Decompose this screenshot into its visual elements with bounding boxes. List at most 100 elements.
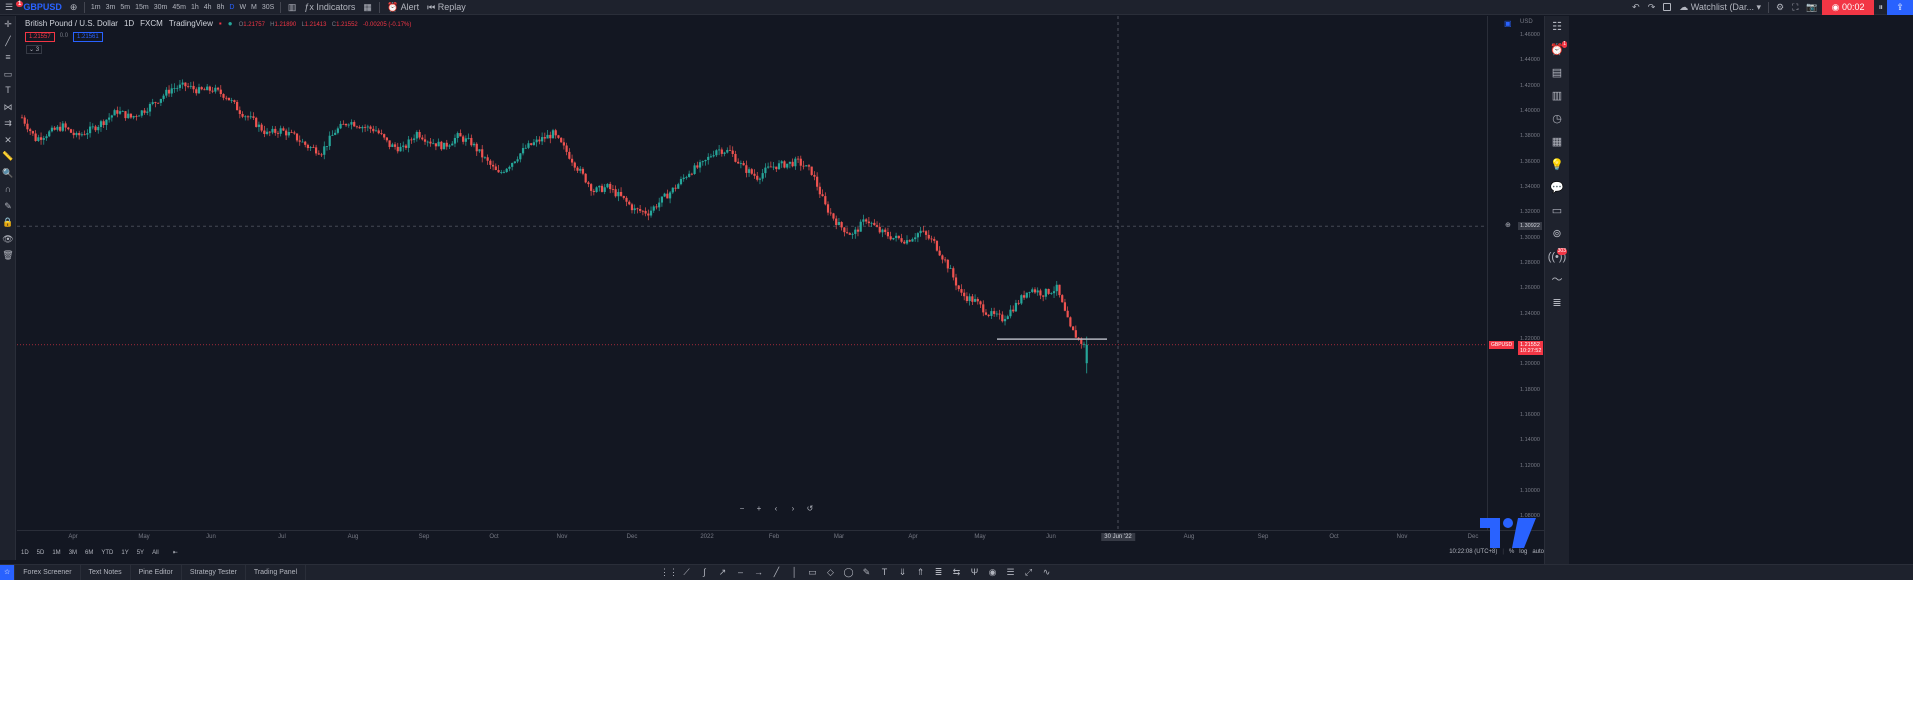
order-panel-icon[interactable]: ≣ <box>1552 297 1562 309</box>
ticker-icon[interactable]: 〜 <box>1551 274 1563 286</box>
redo-icon[interactable]: ↷ <box>1647 1 1656 12</box>
clock-icon[interactable]: ◷ <box>1552 113 1562 125</box>
panel-tab-forex-screener[interactable]: Forex Screener <box>15 564 81 581</box>
clock-label[interactable]: 10:22:08 (UTC+8) <box>1449 549 1498 555</box>
currency-label[interactable]: USD <box>1520 19 1533 25</box>
indicators-collapse-button[interactable]: ⌄ 3 <box>26 45 43 54</box>
streams-icon[interactable]: ⊚ <box>1552 228 1562 240</box>
marker-tool-icon[interactable]: ◉ <box>988 566 997 577</box>
compare-icon[interactable]: ▣ <box>1504 19 1512 28</box>
scroll-left-icon[interactable]: ‹ <box>774 504 778 513</box>
channel-tool-icon[interactable]: ⇆ <box>952 566 961 577</box>
chart-pane[interactable] <box>17 16 1487 530</box>
chart-type-icon[interactable]: ▥ <box>287 1 297 12</box>
candlestick-chart[interactable] <box>17 16 1487 530</box>
interval-5m[interactable]: 5m <box>120 3 131 11</box>
interval-8h[interactable]: 8h <box>216 3 225 11</box>
interval-30s[interactable]: 30S <box>261 3 275 11</box>
hline-tool-icon[interactable]: – <box>737 567 743 577</box>
pattern-icon[interactable]: ⋈ <box>3 101 13 112</box>
eye-icon[interactable]: 👁 <box>2 233 14 244</box>
indicators-button[interactable]: ƒx Indicators <box>300 0 359 15</box>
log-toggle[interactable]: log <box>1519 549 1528 555</box>
reset-chart-icon[interactable]: ↺ <box>806 504 814 513</box>
diamond-tool-icon[interactable]: ◇ <box>827 566 834 577</box>
prediction-icon[interactable]: ⇉ <box>4 118 12 128</box>
menu-icon[interactable]: ☰ <box>4 1 14 12</box>
sell-price[interactable]: 1.21557 <box>25 32 55 42</box>
undo-icon[interactable]: ↶ <box>1632 1 1640 12</box>
interval-30m[interactable]: 30m <box>153 3 168 11</box>
panel-toggle-icon[interactable]: ☆ <box>0 564 16 581</box>
vline-tool-icon[interactable]: │ <box>791 567 798 577</box>
interval-1m[interactable]: 1m <box>90 3 101 11</box>
range-1d[interactable]: 1D <box>21 549 29 556</box>
panel-tab-trading-panel[interactable]: Trading Panel <box>246 564 307 581</box>
auto-toggle[interactable]: auto <box>1532 549 1544 555</box>
data-window-icon[interactable]: ▤ <box>1551 67 1563 79</box>
lock-icon[interactable]: 🔒 <box>2 217 14 227</box>
measure-tool-icon[interactable]: ⤢ <box>1024 566 1033 577</box>
alerts-icon[interactable]: ⏰ 1 <box>1550 41 1567 56</box>
trend-tool-icon[interactable]: ╱ <box>773 566 780 577</box>
calendar-icon[interactable]: ▦ <box>1551 136 1563 148</box>
hray-tool-icon[interactable]: → <box>754 567 763 577</box>
zoom-icon[interactable]: 🔍 <box>2 167 14 178</box>
range-1m[interactable]: 1M <box>52 549 61 556</box>
trendline-icon[interactable]: ╱ <box>5 35 11 46</box>
percent-toggle[interactable]: % <box>1508 549 1515 555</box>
time-axis[interactable]: Apr May Jun Jul Aug Sep Oct Nov Dec 2022 Feb Mar Apr… <box>17 530 1544 544</box>
magnet-icon[interactable]: ∩ <box>4 184 12 194</box>
ruler-tool-icon[interactable]: ☰ <box>1006 566 1015 577</box>
chat-icon[interactable]: 💬 <box>1550 182 1564 194</box>
goto-date-icon[interactable]: ⇤ <box>172 550 178 556</box>
curve-tool-icon[interactable]: ∫ <box>703 567 706 577</box>
crosshair-icon[interactable]: ✛ <box>4 19 12 29</box>
symbol-search-button[interactable]: 1 GBPUSD <box>16 0 66 15</box>
text-icon[interactable]: T <box>5 85 11 95</box>
trash-icon[interactable]: 🗑 <box>2 250 14 260</box>
interval-w[interactable]: W <box>239 3 247 11</box>
templates-icon[interactable]: ▦ <box>363 1 372 12</box>
price-axis[interactable]: USD ▣ 1.46000 1.44000 1.42000 1.40000 1.3800… <box>1487 16 1544 530</box>
fib-tool-icon[interactable]: ≣ <box>934 566 943 577</box>
hotlist-icon[interactable]: ▥ <box>1551 90 1563 102</box>
range-5d[interactable]: 5D <box>36 549 45 556</box>
range-all[interactable]: All <box>152 549 159 556</box>
line-tool-icon[interactable]: ⟋ <box>683 566 690 577</box>
pitchfork-tool-icon[interactable]: Ψ <box>970 567 979 577</box>
replay-button[interactable]: ⏮ Replay <box>423 0 470 15</box>
fib-icon[interactable]: ≡ <box>5 52 11 62</box>
fullscreen-icon[interactable]: ⛶ <box>1792 1 1799 12</box>
ray-tool-icon[interactable]: ↗ <box>718 566 727 577</box>
brush-tool-icon[interactable]: ✎ <box>862 566 871 577</box>
range-ytd[interactable]: YTD <box>101 549 114 556</box>
interval-45m[interactable]: 45m <box>172 3 186 11</box>
text-tool-icon[interactable]: T <box>881 567 888 577</box>
interval-4h[interactable]: 4h <box>203 3 212 11</box>
range-1y[interactable]: 1Y <box>121 549 129 556</box>
rectangle-icon[interactable]: ▭ <box>3 68 13 79</box>
zoom-in-icon[interactable]: + <box>756 504 762 513</box>
layout-icon[interactable] <box>1659 0 1675 15</box>
settings-icon[interactable]: ⚙ <box>1775 1 1785 12</box>
grip-icon[interactable]: ⋮⋮ <box>660 566 678 577</box>
panel-tab-text-notes[interactable]: Text Notes <box>81 564 131 581</box>
broadcast-icon[interactable]: ((•)) 303 <box>1547 248 1567 263</box>
alert-button[interactable]: ⏰ Alert <box>383 0 423 15</box>
arrow-down-tool-icon[interactable]: ⇓ <box>898 566 907 577</box>
interval-m[interactable]: M <box>251 3 257 11</box>
scroll-right-icon[interactable]: › <box>791 504 795 513</box>
arrow-up-tool-icon[interactable]: ⇑ <box>916 566 925 577</box>
range-5y[interactable]: 5Y <box>136 549 145 556</box>
interval-d[interactable]: D <box>229 3 235 11</box>
wave-tool-icon[interactable]: ∿ <box>1042 566 1051 577</box>
watchlist-button[interactable]: ☁ Watchlist (Dar... ▾ <box>1679 1 1761 13</box>
remove-icon[interactable]: ✕ <box>4 134 12 145</box>
record-button[interactable]: ◉ 00:02 <box>1821 0 1875 15</box>
interval-15m[interactable]: 15m <box>135 3 149 11</box>
watchlist-icon[interactable]: ☷ <box>1552 21 1562 33</box>
ruler-icon[interactable]: 📏 <box>2 151 14 161</box>
publish-button[interactable]: ⇪ <box>1887 0 1913 15</box>
ideas-icon[interactable]: 💡 <box>1550 159 1564 171</box>
